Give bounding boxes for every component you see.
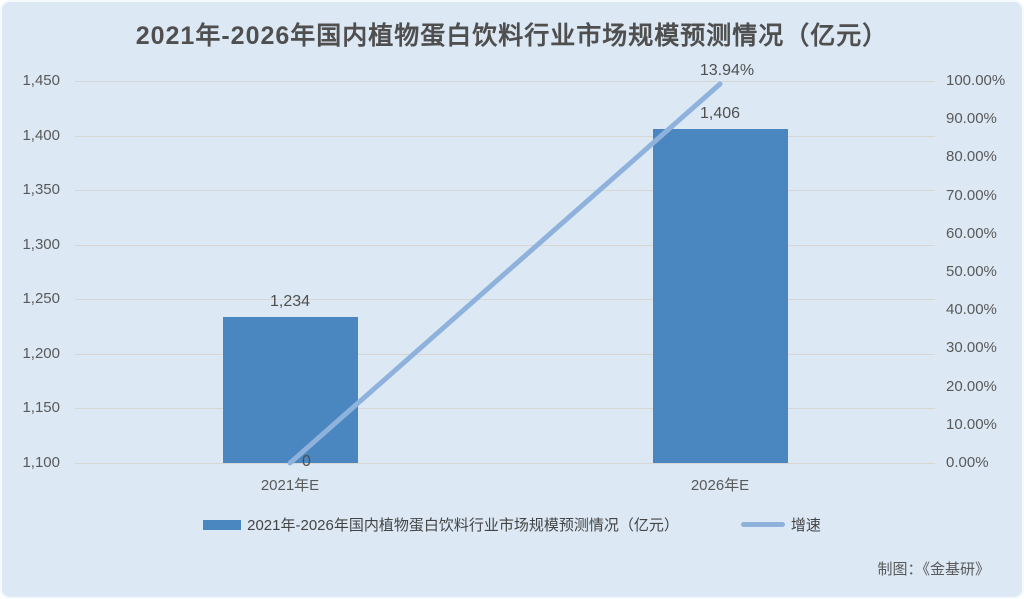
legend: 2021年-2026年国内植物蛋白饮料行业市场规模预测情况（亿元） 增速 — [2, 514, 1022, 535]
right-axis-tick: 20.00% — [946, 377, 997, 395]
gridline — [75, 190, 935, 192]
x-axis-label: 2026年E — [690, 477, 750, 494]
right-axis-tick: 70.00% — [946, 186, 997, 204]
right-axis-tick: 60.00% — [946, 224, 997, 242]
left-axis-tick: 1,150 — [22, 399, 60, 417]
gridline — [75, 463, 935, 464]
left-axis-tick: 1,400 — [22, 126, 60, 144]
bar-2021年E — [222, 316, 358, 463]
bar-data-label: 1,234 — [269, 292, 311, 310]
line-end-label: 13.94% — [699, 61, 755, 79]
gridline — [75, 408, 935, 410]
gridline — [75, 81, 935, 82]
line-series-legend-label: 增速 — [790, 517, 821, 534]
bar-2026年E — [652, 129, 788, 463]
gridline — [75, 353, 935, 355]
line-series-swatch-icon — [740, 522, 785, 527]
gridline — [75, 299, 935, 301]
chart-title: 2021年-2026年国内植物蛋白饮料行业市场规模预测情况（亿元） — [135, 22, 889, 50]
gridline — [75, 244, 935, 246]
left-axis-tick: 1,250 — [22, 290, 60, 308]
left-axis-tick: 1,200 — [22, 344, 60, 362]
gridline — [75, 135, 935, 137]
growth-line — [287, 81, 723, 466]
right-axis-tick: 30.00% — [946, 339, 997, 357]
right-axis-tick: 0.00% — [946, 454, 989, 471]
bar-data-label: 1,406 — [699, 105, 741, 123]
left-axis-tick: 1,350 — [22, 181, 60, 199]
right-axis-tick: 10.00% — [946, 415, 997, 433]
right-axis-tick: 40.00% — [946, 301, 997, 319]
left-axis-tick: 1,300 — [22, 235, 60, 253]
left-axis-tick: 1,450 — [22, 72, 60, 89]
right-axis-tick: 50.00% — [946, 263, 997, 280]
bar-series-legend-label: 2021年-2026年国内植物蛋白饮料行业市场规模预测情况（亿元） — [247, 517, 679, 534]
credit-text: 制图：《金基研》 — [877, 561, 990, 578]
plot-area — [75, 81, 935, 466]
bar-series-swatch-icon — [203, 519, 242, 530]
left-axis-tick: 1,100 — [22, 454, 60, 471]
right-axis-tick: 90.00% — [946, 110, 997, 128]
x-axis-label: 2021年E — [260, 477, 320, 494]
right-axis-tick: 100.00% — [946, 72, 1006, 89]
line-start-label: 0 — [302, 453, 311, 470]
right-axis-tick: 80.00% — [946, 148, 997, 166]
